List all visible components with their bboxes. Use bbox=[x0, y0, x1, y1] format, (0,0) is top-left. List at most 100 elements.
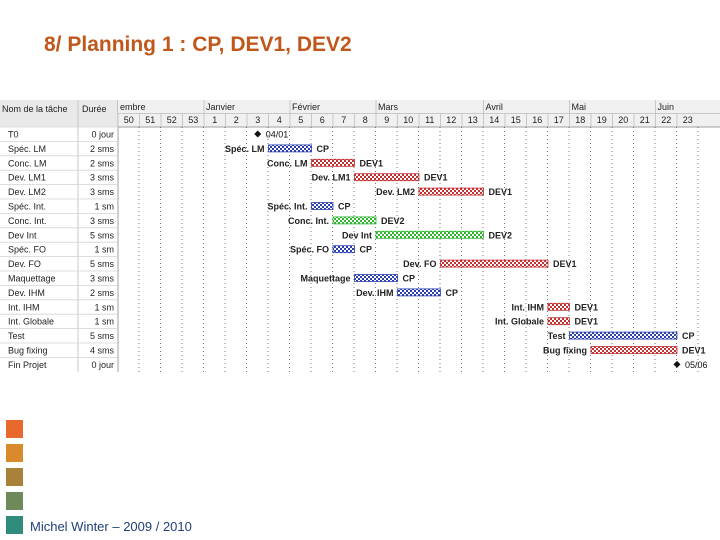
month-label: Février bbox=[292, 102, 320, 112]
col-header-task: Nom de la tâche bbox=[2, 104, 68, 114]
week-label: 20 bbox=[618, 115, 628, 125]
week-label: 52 bbox=[167, 115, 177, 125]
bar-resource-label: DEV1 bbox=[553, 259, 577, 269]
gantt-bar bbox=[547, 302, 570, 311]
col-header-duration: Durée bbox=[82, 104, 107, 114]
table-task-duration: 2 sms bbox=[90, 288, 115, 298]
table-task-name: Int. Globale bbox=[8, 317, 54, 327]
month-label: Mars bbox=[378, 102, 398, 112]
table-task-duration: 3 sms bbox=[90, 216, 115, 226]
bar-task-label: Maquettage bbox=[300, 274, 350, 284]
bar-resource-label: CP bbox=[446, 288, 459, 298]
bar-task-label: Conc. Int. bbox=[288, 216, 329, 226]
table-task-duration: 5 sms bbox=[90, 331, 115, 341]
table-task-name: Spéc. LM bbox=[8, 144, 46, 154]
milestone-date: 04/01 bbox=[266, 130, 289, 140]
table-task-name: Fin Projet bbox=[8, 360, 47, 370]
table-task-duration: 2 sms bbox=[90, 158, 115, 168]
month-label: embre bbox=[120, 102, 146, 112]
bar-resource-label: CP bbox=[338, 202, 351, 212]
month-label: Janvier bbox=[206, 102, 235, 112]
week-label: 22 bbox=[661, 115, 671, 125]
gantt-bar bbox=[569, 331, 678, 340]
week-label: 5 bbox=[298, 115, 303, 125]
table-background bbox=[0, 100, 118, 372]
week-label: 21 bbox=[640, 115, 650, 125]
bar-task-label: Dev Int bbox=[342, 230, 372, 240]
bar-resource-label: DEV1 bbox=[682, 346, 706, 356]
bar-resource-label: CP bbox=[360, 245, 373, 255]
decor-square-5 bbox=[6, 516, 23, 534]
table-task-name: Conc. LM bbox=[8, 158, 47, 168]
week-label: 8 bbox=[363, 115, 368, 125]
week-label: 15 bbox=[511, 115, 521, 125]
milestone-marker bbox=[254, 130, 262, 138]
gantt-bar bbox=[332, 245, 355, 254]
table-task-name: Dev. FO bbox=[8, 259, 41, 269]
week-label: 17 bbox=[554, 115, 564, 125]
table-task-duration: 5 sms bbox=[90, 230, 115, 240]
gantt-bar bbox=[354, 274, 398, 282]
bar-resource-label: DEV2 bbox=[489, 230, 513, 240]
table-task-name: Conc. Int. bbox=[8, 216, 47, 226]
gantt-chart: Nom de la tâche Durée T0 0 jour Spéc. LM 2 sm… bbox=[0, 100, 720, 372]
gantt-bar bbox=[547, 317, 570, 326]
week-label: 18 bbox=[575, 115, 585, 125]
week-label: 12 bbox=[446, 115, 456, 125]
bar-resource-label: DEV1 bbox=[360, 158, 384, 168]
table-task-duration: 0 jour bbox=[91, 360, 114, 370]
week-label: 23 bbox=[683, 115, 693, 125]
week-label: 4 bbox=[277, 115, 282, 125]
week-label: 6 bbox=[320, 115, 325, 125]
bar-resource-label: CP bbox=[403, 274, 416, 284]
week-label: 16 bbox=[532, 115, 542, 125]
bar-resource-label: DEV1 bbox=[575, 302, 599, 312]
table-task-name: Spéc. FO bbox=[8, 245, 46, 255]
week-label: 3 bbox=[255, 115, 260, 125]
gantt-bar bbox=[375, 230, 484, 239]
month-label: Juin bbox=[658, 102, 675, 112]
table-task-duration: 4 sms bbox=[90, 346, 115, 356]
table-task-name: Dev. LM2 bbox=[8, 187, 46, 197]
gantt-bar bbox=[268, 144, 312, 153]
bar-resource-label: CP bbox=[317, 144, 330, 154]
week-gridlines bbox=[138, 127, 699, 372]
table-task-name: Test bbox=[8, 331, 25, 341]
table-task-duration: 3 sms bbox=[90, 173, 115, 183]
week-label: 50 bbox=[124, 115, 134, 125]
bar-resource-label: DEV1 bbox=[489, 187, 513, 197]
table-task-name: Int. IHM bbox=[8, 302, 40, 312]
gantt-bar bbox=[418, 187, 484, 196]
decor-square-2 bbox=[6, 444, 23, 462]
bar-task-label: Dev. LM2 bbox=[376, 187, 415, 197]
bar-resource-label: CP bbox=[682, 331, 695, 341]
week-label: 7 bbox=[341, 115, 346, 125]
table-task-name: Spéc. Int. bbox=[8, 202, 46, 212]
milestone-marker bbox=[673, 360, 681, 368]
week-label: 1 bbox=[212, 115, 217, 125]
week-label: 10 bbox=[403, 115, 413, 125]
decor-square-4 bbox=[6, 492, 23, 510]
week-label: 53 bbox=[188, 115, 198, 125]
month-label: Mai bbox=[572, 102, 587, 112]
gantt-bar bbox=[440, 259, 549, 268]
bar-task-label: Spéc. FO bbox=[290, 245, 329, 255]
bar-task-label: Bug fixing bbox=[543, 346, 587, 356]
month-label: Avril bbox=[486, 102, 503, 112]
table-task-duration: 1 sm bbox=[94, 317, 114, 327]
gantt-bar bbox=[332, 216, 377, 225]
table-task-name: Dev Int bbox=[8, 230, 37, 240]
bar-task-label: Dev. LM1 bbox=[312, 173, 351, 183]
bar-task-label: Spéc. Int. bbox=[267, 202, 307, 212]
decor-square-3 bbox=[6, 468, 23, 486]
table-task-duration: 1 sm bbox=[94, 302, 114, 312]
bar-task-label: Dev. IHM bbox=[356, 288, 393, 298]
gantt-bar bbox=[311, 158, 355, 167]
table-task-name: Dev. LM1 bbox=[8, 173, 46, 183]
week-label: 11 bbox=[425, 115, 434, 125]
table-header-background bbox=[0, 100, 118, 127]
bar-task-label: Test bbox=[548, 331, 566, 341]
bar-task-label: Int. IHM bbox=[512, 302, 545, 312]
gantt-bar bbox=[311, 202, 334, 210]
